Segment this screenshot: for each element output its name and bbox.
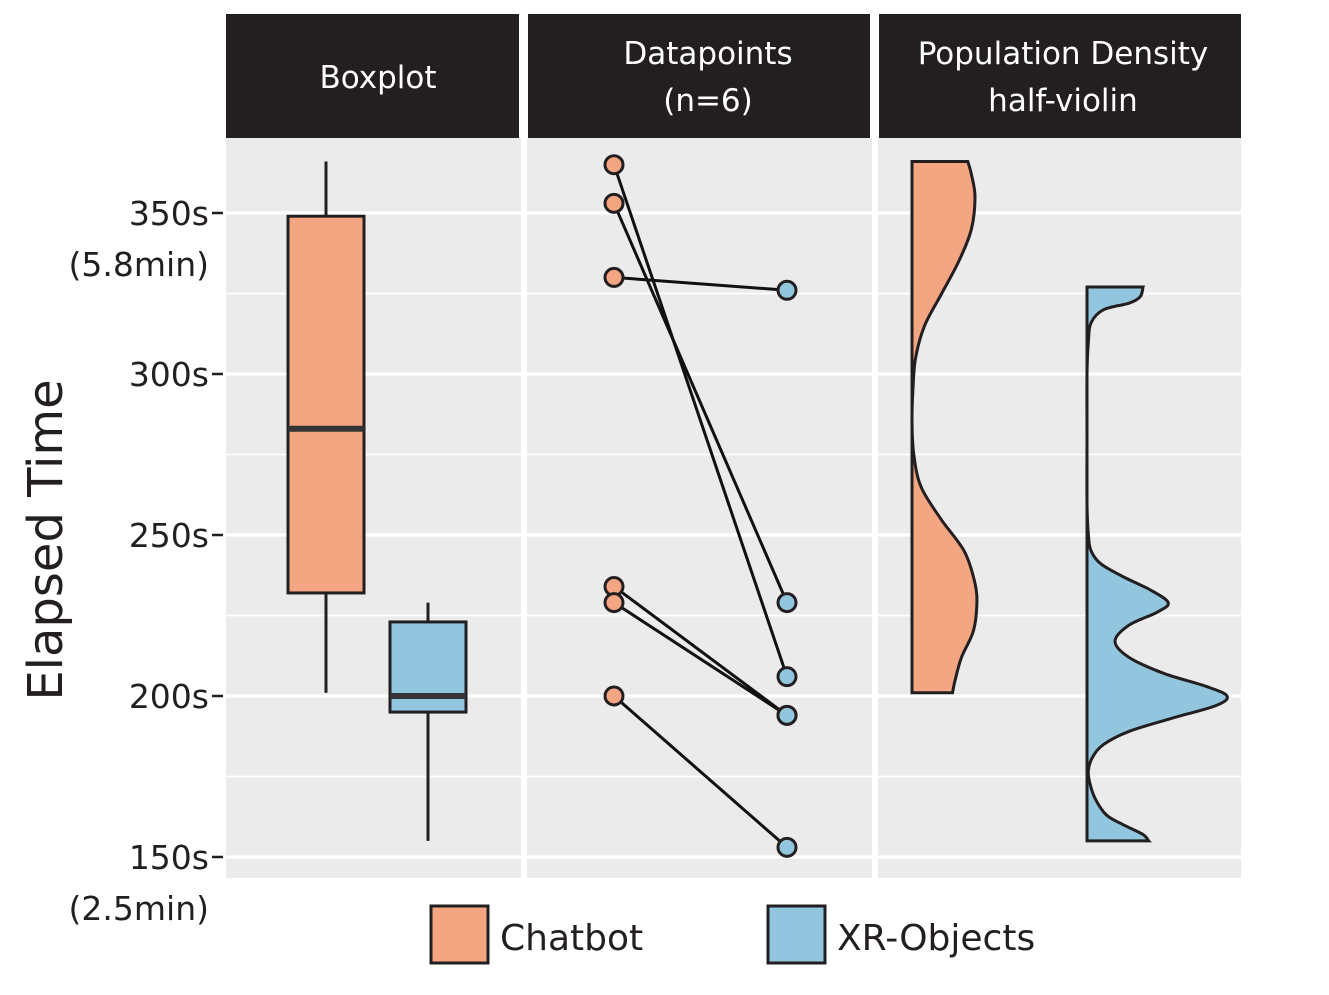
panel-separators [521,138,878,878]
y-axis-label: Elapsed Time [18,379,74,700]
pair-line [613,275,788,292]
panel-datapoints-background [526,138,874,878]
strip-boxplot [226,14,519,138]
strip-density-subtitle: half-violin [988,83,1138,119]
strip-density [879,14,1241,138]
point-xr-objects [776,836,798,858]
strip-density-title: Population Density [918,36,1209,72]
y-tick-label: 300s [129,355,209,394]
half-violin-xr-objects [1085,285,1229,843]
y-tick-sublabel: (5.8min) [69,245,209,284]
strip-datapoints [528,14,870,138]
pair-line [613,601,788,717]
point-xr-objects [776,666,798,688]
legend-swatch-xr-objects [766,904,827,965]
point-chatbot [603,592,625,614]
pair-line [613,585,788,717]
pair-line [613,694,788,849]
strip-datapoints-subtitle: (n=6) [663,83,753,119]
legend: Chatbot XR-Objects [429,904,1035,965]
point-chatbot [603,685,625,707]
boxplot-layer [286,161,468,841]
y-tick-label: 150s [129,838,209,877]
y-axis: 350s (5.8min) 300s 250s 200s 150s (2.5min) [69,194,223,928]
pair-line [612,202,789,604]
pair-line [612,164,789,678]
point-xr-objects [776,704,798,726]
box-chatbot [286,214,366,595]
y-tick-label: 250s [129,516,209,555]
legend-swatch-chatbot [429,904,490,965]
point-chatbot [603,192,625,214]
legend-label-chatbot: Chatbot [500,918,643,959]
datapoints-layer [603,154,798,858]
point-xr-objects [776,279,798,301]
strip-datapoints-title: Datapoints [623,36,792,72]
density-layer [910,159,1229,843]
panel-boxplot-background [226,138,523,878]
point-chatbot [603,266,625,288]
y-tick-sublabel: (2.5min) [69,889,209,928]
legend-label-xr-objects: XR-Objects [837,918,1035,959]
point-xr-objects [776,592,798,614]
half-violin-chatbot [910,159,979,695]
strip-boxplot-title: Boxplot [319,60,436,96]
y-tick-label: 200s [129,677,209,716]
point-chatbot [603,154,625,176]
y-tick-label: 350s [129,194,209,233]
facet-strips: Boxplot Datapoints (n=6) Population Dens… [226,14,1241,138]
